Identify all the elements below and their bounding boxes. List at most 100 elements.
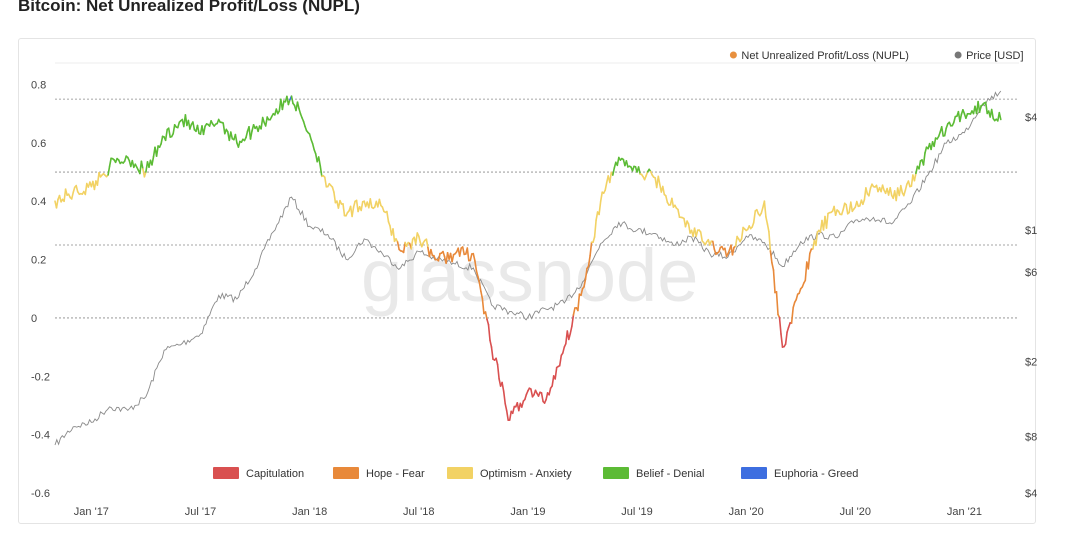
nupl-segment bbox=[96, 172, 100, 186]
nupl-segment bbox=[589, 241, 593, 257]
nupl-segment bbox=[763, 200, 767, 218]
nupl-segment bbox=[913, 172, 917, 182]
nupl-segment bbox=[734, 235, 738, 247]
nupl-segment bbox=[840, 208, 845, 216]
nupl-segment bbox=[308, 133, 313, 141]
nupl-segment bbox=[164, 128, 168, 142]
nupl-segment bbox=[495, 357, 499, 366]
nupl-segment bbox=[296, 101, 300, 110]
nupl-segment bbox=[807, 252, 811, 270]
nupl-segment bbox=[484, 311, 488, 321]
nupl-segment bbox=[466, 247, 470, 262]
nupl-segment bbox=[351, 206, 355, 218]
nupl-segment bbox=[952, 115, 957, 124]
nupl-segment bbox=[545, 392, 549, 401]
y-left-tick-label: 0.2 bbox=[31, 255, 46, 267]
nupl-segment bbox=[230, 131, 234, 140]
nupl-segment bbox=[75, 184, 79, 193]
legend-zone-label: Hope - Fear bbox=[366, 468, 425, 480]
nupl-segment bbox=[505, 409, 510, 422]
nupl-segment bbox=[360, 201, 364, 212]
nupl-segment bbox=[504, 402, 508, 412]
nupl-segment bbox=[616, 156, 620, 167]
nupl-segment bbox=[474, 260, 478, 272]
nupl-segment bbox=[599, 191, 604, 202]
nupl-segment bbox=[202, 125, 206, 136]
nupl-segment bbox=[249, 130, 253, 140]
nupl-segment bbox=[868, 187, 872, 197]
nupl-segment bbox=[842, 202, 846, 211]
nupl-segment bbox=[107, 165, 111, 176]
nupl-segment bbox=[302, 120, 306, 128]
nupl-segment bbox=[889, 187, 893, 197]
nupl-segment bbox=[72, 186, 76, 194]
nupl-segment bbox=[245, 130, 249, 139]
nupl-segment bbox=[943, 127, 948, 137]
nupl-segment bbox=[352, 200, 356, 208]
y-left-tick-label: 0.6 bbox=[31, 138, 46, 150]
nupl-segment bbox=[752, 210, 757, 224]
nupl-segment bbox=[487, 323, 491, 342]
nupl-segment bbox=[584, 267, 588, 280]
nupl-segment bbox=[342, 203, 346, 217]
legend-swatch-icon bbox=[741, 467, 767, 479]
nupl-segment bbox=[425, 238, 429, 249]
legend-zone-label: Capitulation bbox=[246, 468, 304, 480]
nupl-segment bbox=[608, 171, 613, 184]
legend-dot-icon bbox=[729, 51, 737, 59]
x-tick-label: Jul '20 bbox=[840, 506, 871, 518]
nupl-segment bbox=[593, 219, 597, 238]
nupl-segment bbox=[319, 165, 323, 178]
nupl-segment bbox=[918, 160, 922, 170]
nupl-segment bbox=[792, 301, 796, 309]
nupl-segment bbox=[795, 293, 799, 301]
nupl-segment bbox=[502, 390, 507, 405]
nupl-segment bbox=[907, 180, 911, 188]
nupl-segment bbox=[825, 212, 829, 229]
nupl-segment bbox=[790, 306, 795, 324]
nupl-segment bbox=[172, 124, 176, 135]
nupl-segment bbox=[572, 307, 576, 316]
nupl-segment bbox=[442, 250, 446, 258]
nupl-segment bbox=[661, 185, 666, 196]
nupl-segment bbox=[904, 183, 908, 192]
nupl-segment bbox=[55, 198, 59, 209]
nupl-segment bbox=[768, 230, 772, 252]
nupl-segment bbox=[862, 198, 866, 206]
legend-zone-label: Belief - Denial bbox=[636, 468, 704, 480]
legend-top-label: Net Unrealized Profit/Loss (NUPL) bbox=[741, 50, 909, 62]
nupl-segment bbox=[475, 269, 479, 278]
x-tick-label: Jan '18 bbox=[292, 506, 327, 518]
nupl-segment bbox=[84, 182, 88, 196]
nupl-segment bbox=[234, 133, 238, 144]
nupl-segment bbox=[922, 152, 926, 166]
legend-swatch-icon bbox=[603, 467, 629, 479]
nupl-segment bbox=[378, 198, 382, 207]
nupl-segment bbox=[480, 290, 484, 300]
y-left-tick-label: 0 bbox=[31, 313, 37, 325]
x-tick-label: Jan '19 bbox=[510, 506, 545, 518]
nupl-chart: glassnode -0.6 -0.4 -0.2 0 0.2 0.4 0.6 0.8 $400… bbox=[31, 50, 1037, 518]
nupl-segment bbox=[583, 278, 587, 288]
nupl-segment bbox=[386, 210, 390, 223]
y-right-tick-label: $800 bbox=[1025, 431, 1037, 443]
legend-swatch-icon bbox=[333, 467, 359, 479]
nupl-segment bbox=[511, 405, 516, 415]
x-tick-label: Jan '21 bbox=[947, 506, 982, 518]
x-tick-label: Jul '19 bbox=[621, 506, 652, 518]
nupl-segment bbox=[477, 275, 481, 284]
nupl-segment bbox=[64, 188, 68, 196]
y-left-tick-label: -0.4 bbox=[31, 430, 50, 442]
nupl-segment bbox=[264, 116, 268, 127]
nupl-segment bbox=[775, 291, 779, 316]
nupl-segment bbox=[778, 316, 782, 335]
legend-zone-label: Optimism - Anxiety bbox=[480, 468, 572, 480]
nupl-segment bbox=[978, 105, 982, 113]
x-tick-label: Jan '17 bbox=[74, 506, 109, 518]
nupl-segment bbox=[508, 410, 513, 421]
nupl-segment bbox=[561, 346, 566, 354]
nupl-segment bbox=[740, 226, 744, 240]
nupl-segment bbox=[571, 314, 575, 328]
nupl-segment bbox=[592, 236, 596, 243]
nupl-segment bbox=[731, 246, 735, 256]
